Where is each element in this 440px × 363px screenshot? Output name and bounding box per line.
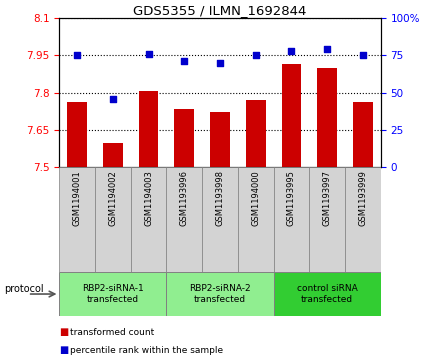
Text: ■: ■ [59, 327, 69, 337]
Point [74, 52, 81, 58]
Text: percentile rank within the sample: percentile rank within the sample [70, 346, 224, 355]
Text: GSM1193999: GSM1193999 [358, 170, 367, 226]
Point [216, 60, 224, 66]
Text: GSM1194001: GSM1194001 [73, 170, 82, 226]
Bar [246, 99, 265, 167]
Text: GSM1193998: GSM1193998 [216, 170, 224, 226]
Text: GSM1193996: GSM1193996 [180, 170, 189, 226]
Point [359, 52, 366, 58]
Bar [131, 167, 166, 272]
Bar [103, 143, 123, 167]
Point [110, 95, 117, 101]
Point [288, 48, 295, 54]
Bar [309, 167, 345, 272]
Text: RBP2-siRNA-2
transfected: RBP2-siRNA-2 transfected [189, 284, 251, 304]
Title: GDS5355 / ILMN_1692844: GDS5355 / ILMN_1692844 [133, 4, 307, 17]
Text: transformed count: transformed count [70, 328, 154, 337]
Point [252, 52, 259, 58]
Bar [139, 91, 158, 167]
Text: control siRNA
transfected: control siRNA transfected [297, 284, 357, 304]
Bar [353, 102, 373, 167]
Text: GSM1194003: GSM1194003 [144, 170, 153, 226]
Bar [166, 167, 202, 272]
Bar [238, 167, 274, 272]
Bar [166, 272, 274, 316]
Text: GSM1193997: GSM1193997 [323, 170, 332, 226]
Bar [202, 167, 238, 272]
Text: GSM1194002: GSM1194002 [108, 170, 117, 226]
Point [323, 46, 330, 52]
Bar [274, 272, 381, 316]
Text: protocol: protocol [4, 284, 44, 294]
Bar [210, 113, 230, 167]
Point [145, 51, 152, 57]
Text: GSM1194000: GSM1194000 [251, 170, 260, 226]
Point [181, 58, 188, 64]
Bar [317, 68, 337, 167]
Text: RBP2-siRNA-1
transfected: RBP2-siRNA-1 transfected [82, 284, 144, 304]
Bar [345, 167, 381, 272]
Bar [274, 167, 309, 272]
Bar [282, 64, 301, 167]
Bar [59, 167, 95, 272]
Text: GSM1193995: GSM1193995 [287, 170, 296, 226]
Bar [67, 102, 87, 167]
Bar [95, 167, 131, 272]
Text: ■: ■ [59, 345, 69, 355]
Bar [59, 272, 166, 316]
Bar [175, 109, 194, 167]
